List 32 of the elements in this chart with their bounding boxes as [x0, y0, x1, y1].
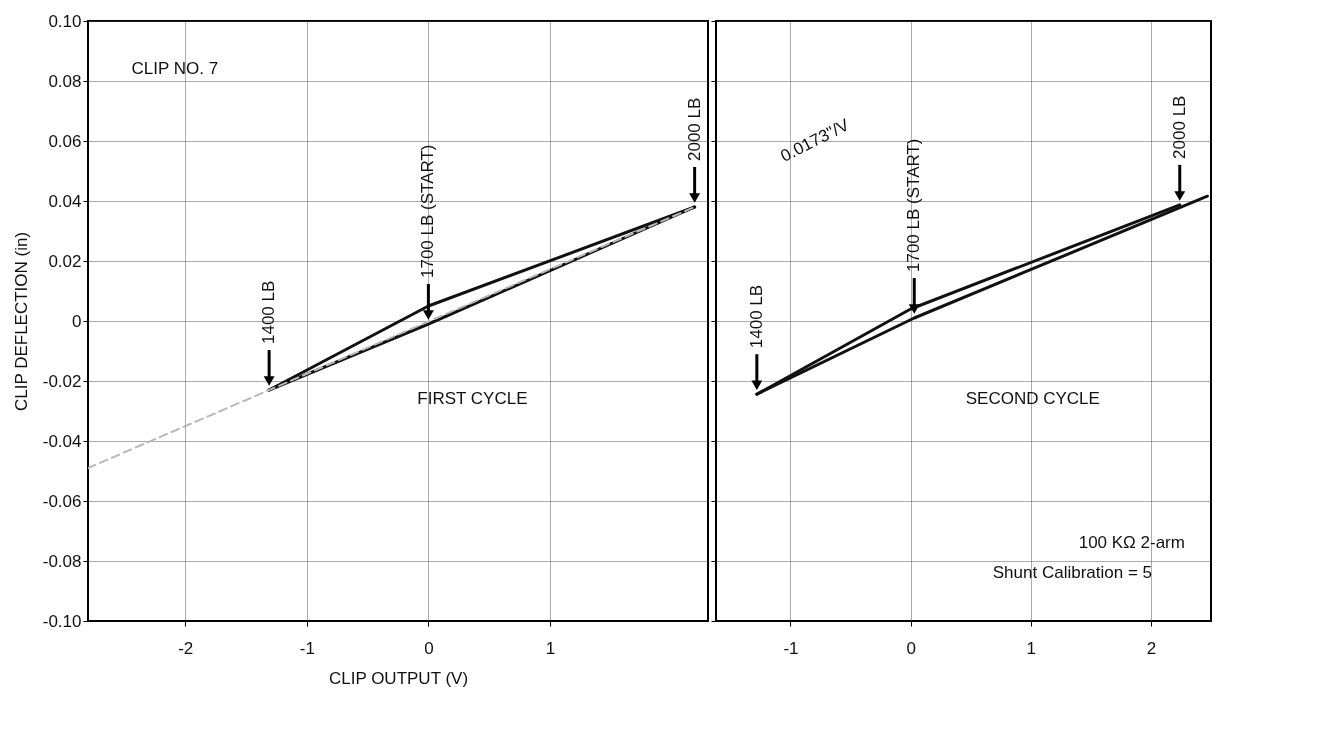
x-tick-label: 2	[1146, 638, 1157, 658]
annotation: 2000 LB	[1169, 95, 1189, 159]
y-tick-label: 0	[72, 311, 82, 331]
x-tick-label: -2	[178, 638, 194, 658]
x-tick-label: 0	[906, 638, 916, 658]
y-tick-label: -0.02	[42, 371, 82, 391]
annotation: 1700 LB (START)	[418, 144, 438, 278]
annotation: 100 KΩ 2-arm	[1078, 533, 1185, 552]
annotation: 1700 LB (START)	[904, 138, 924, 272]
annotation: Shunt Calibration = 5	[992, 563, 1153, 582]
x-axis-title: CLIP OUTPUT (V)	[328, 668, 469, 688]
x-tick-label: -1	[783, 638, 799, 658]
y-tick-label: -0.06	[42, 491, 82, 511]
y-tick-label: 0.06	[48, 131, 82, 151]
x-tick-label: -1	[299, 638, 315, 658]
annotation: CLIP NO. 7	[131, 59, 219, 78]
y-axis-title: CLIP DEFLECTION (in)	[11, 231, 31, 412]
y-tick-label: 0.02	[48, 251, 82, 271]
x-tick-label: 0	[424, 638, 434, 658]
y-tick-label: -0.10	[42, 611, 82, 631]
annotation: SECOND CYCLE	[965, 389, 1100, 408]
annotation: FIRST CYCLE	[417, 389, 528, 408]
y-tick-label: 0.08	[48, 71, 82, 91]
y-tick-label: -0.04	[42, 431, 82, 451]
annotation: 1400 LB	[746, 284, 766, 349]
y-tick-label: 0.10	[48, 11, 82, 31]
x-tick-label: 1	[1026, 638, 1037, 658]
x-tick-label: 1	[545, 638, 556, 658]
annotation: 2000 LB	[684, 97, 704, 161]
y-tick-label: -0.08	[42, 551, 82, 571]
annotation: 1400 LB	[259, 280, 279, 344]
y-tick-label: 0.04	[48, 191, 82, 211]
